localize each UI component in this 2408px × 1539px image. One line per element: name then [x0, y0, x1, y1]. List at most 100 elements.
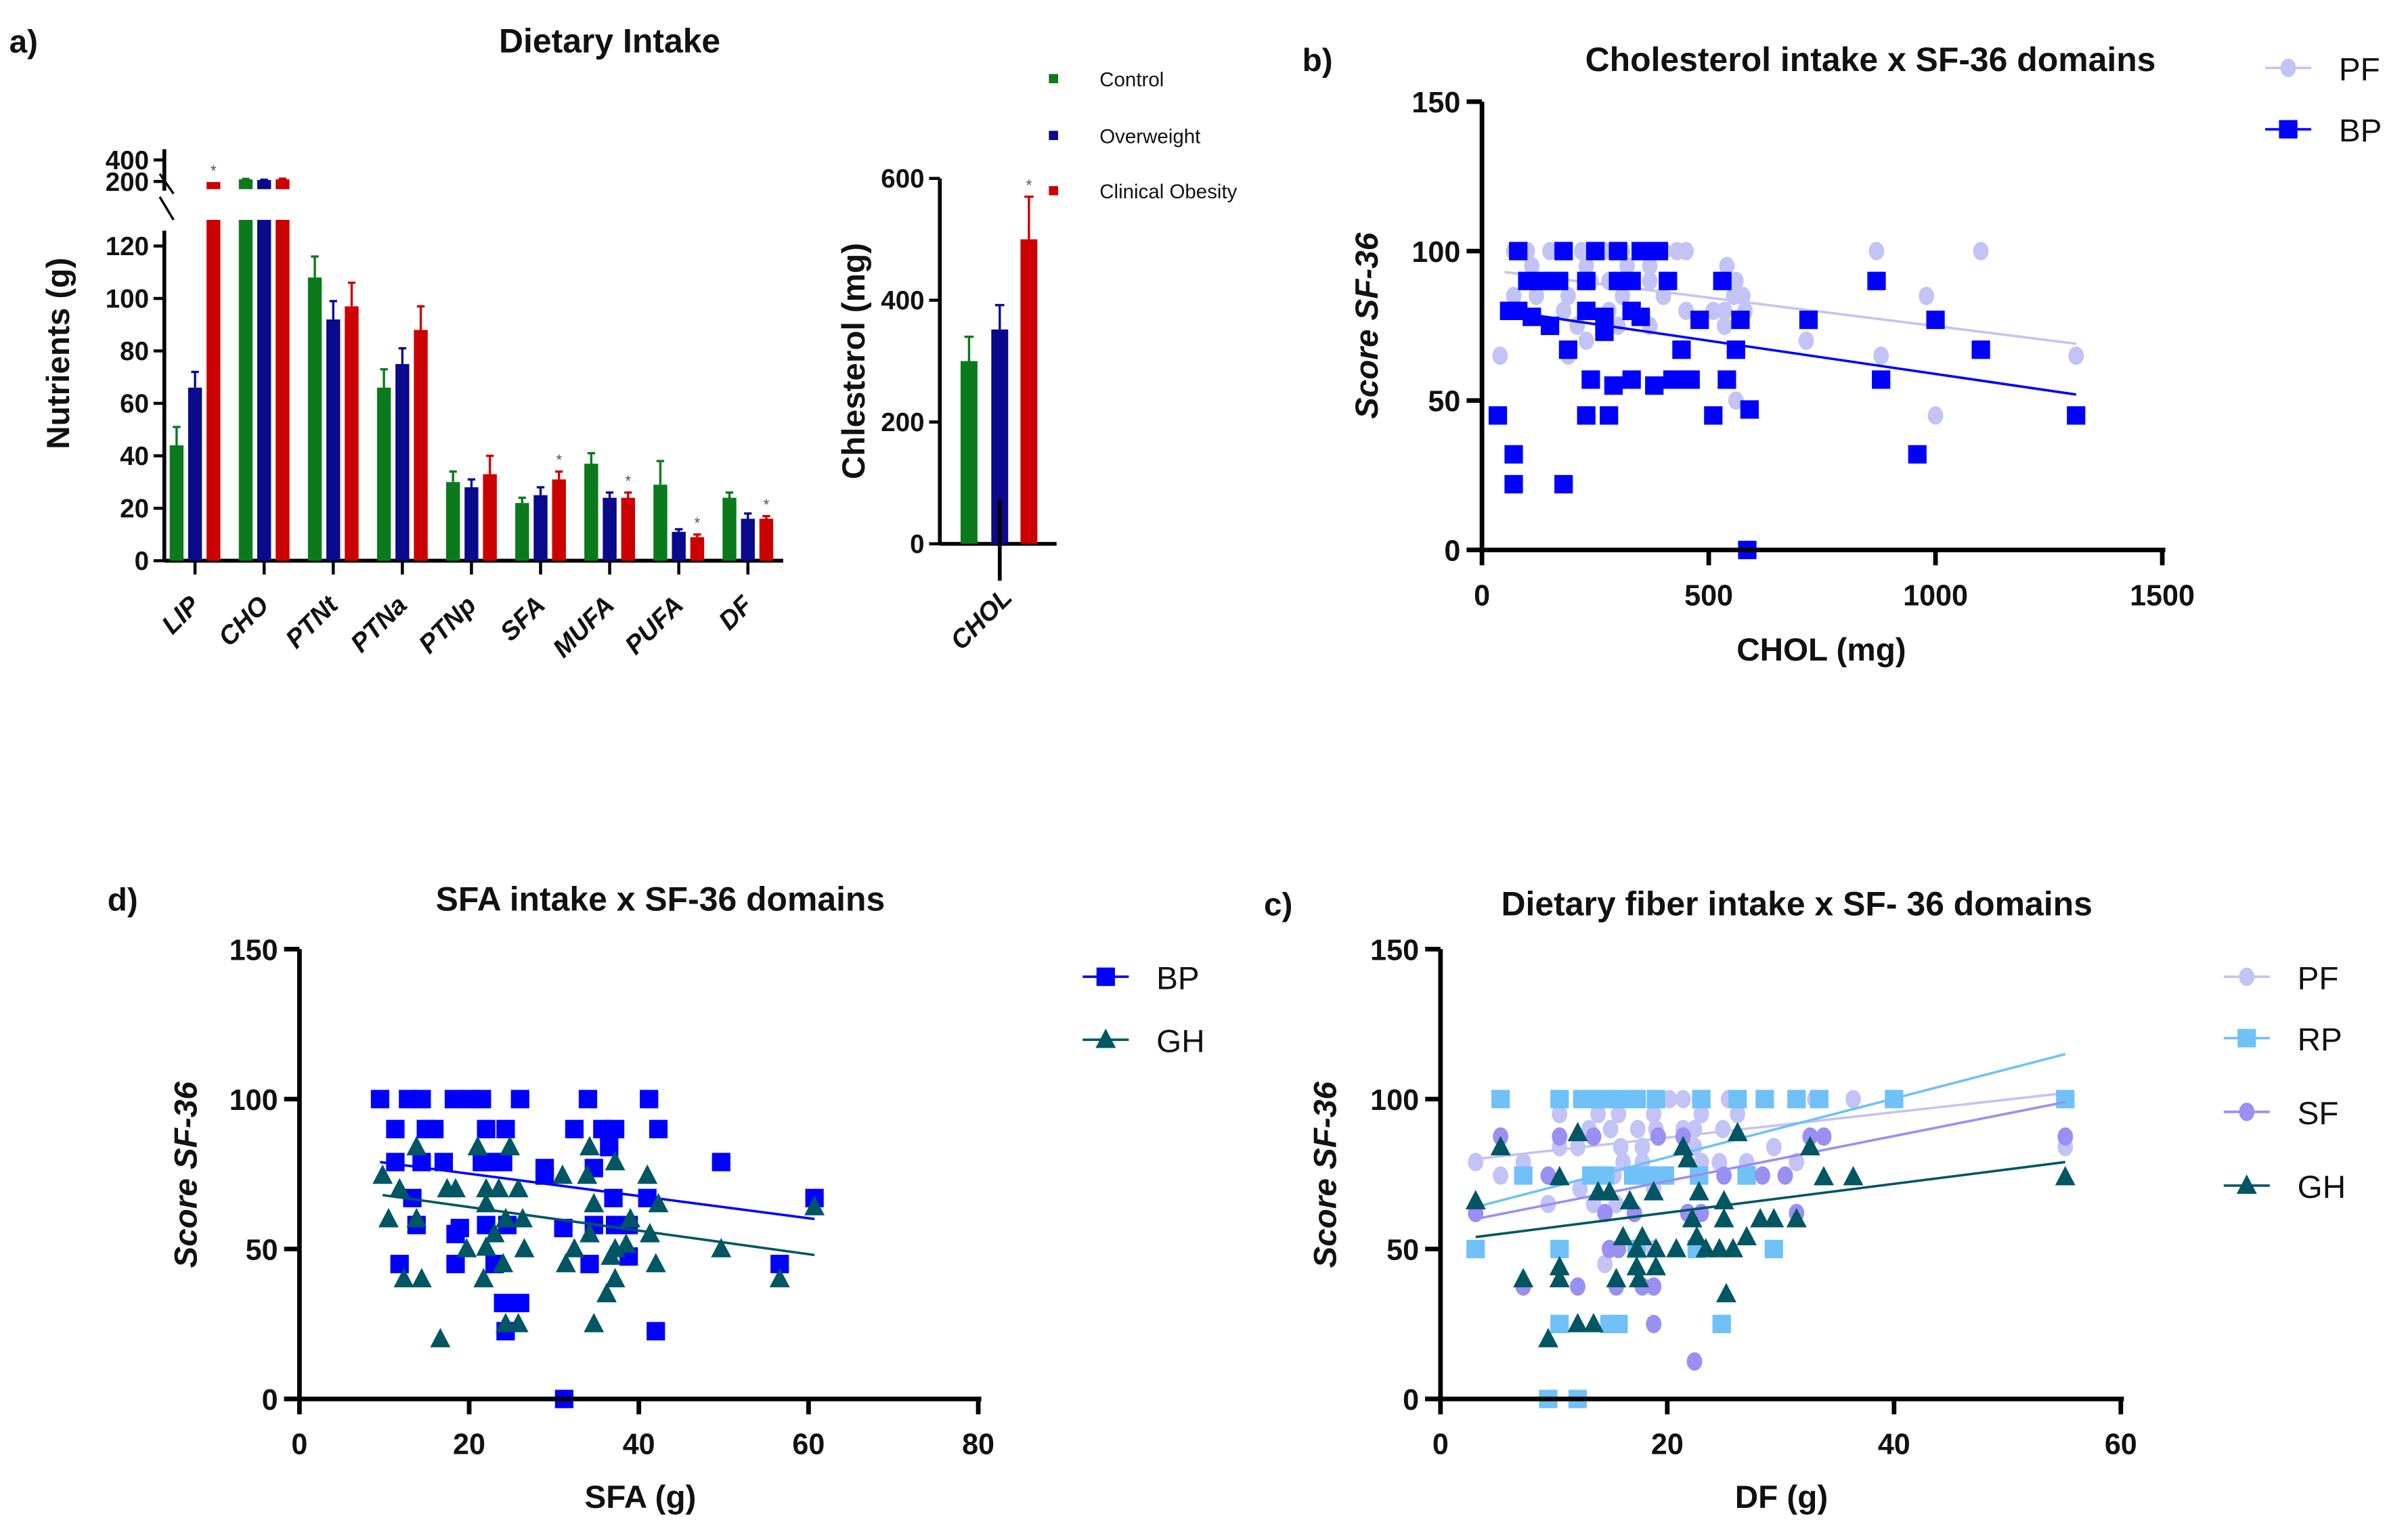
data-point — [1577, 301, 1596, 320]
data-point — [389, 1178, 410, 1198]
data-point — [1646, 1277, 1662, 1296]
legend-a: Control Overweight Clinical Obesity — [1049, 69, 1238, 203]
data-point — [1799, 1136, 1820, 1156]
bar-control — [169, 445, 184, 561]
data-point — [1692, 1090, 1711, 1109]
data-point — [512, 1207, 533, 1228]
data-point — [495, 1312, 516, 1333]
bar-upper-segment — [206, 181, 221, 189]
data-point — [1728, 1090, 1747, 1109]
data-point — [477, 1119, 496, 1138]
chart-title-b: Cholesterol intake x SF-36 domains — [1585, 41, 2156, 79]
chart-title-d: SFA intake x SF-36 domains — [436, 880, 885, 918]
data-point — [1642, 256, 1658, 275]
y-tick-label: 0 — [135, 547, 149, 576]
data-point — [456, 1238, 477, 1257]
x-tick-label: PTNa — [345, 590, 413, 658]
data-point — [445, 1178, 466, 1198]
legend-label: GH — [1156, 1023, 1204, 1059]
x-tick-label: 0 — [1432, 1429, 1449, 1461]
legend-item-bp: BP — [2265, 113, 2382, 149]
data-point — [473, 1090, 491, 1109]
data-point — [1578, 331, 1594, 351]
legend-marker-triangle-icon — [2236, 1174, 2257, 1195]
data-point — [430, 1328, 451, 1347]
data-point — [434, 1153, 454, 1172]
data-point — [615, 1233, 636, 1253]
data-point — [1927, 406, 1944, 425]
data-point — [1610, 316, 1626, 336]
data-point — [1488, 406, 1508, 425]
data-point — [769, 1268, 790, 1288]
bar-control — [376, 387, 391, 561]
axis-break-mark — [158, 173, 175, 195]
legend-marker-square-icon — [2279, 120, 2298, 139]
legend-label: GH — [2298, 1169, 2346, 1205]
data-point — [1513, 1268, 1534, 1288]
data-point — [1971, 340, 1990, 359]
y-axis-label-a: Nutrients (g) — [41, 258, 76, 449]
data-point — [496, 1119, 515, 1138]
y-tick-label: 400 — [106, 146, 149, 175]
data-point — [1583, 1312, 1604, 1333]
y-tick-label: 0 — [1444, 535, 1460, 567]
data-point — [1642, 271, 1658, 290]
data-point — [493, 1253, 514, 1272]
x-tick-label: PTNt — [280, 589, 345, 654]
scatter-chart-c: 0 50 100 150 0 20 40 60 PF RP SF GH — [1370, 934, 2346, 1460]
legend-label: Clinical Obesity — [1099, 181, 1237, 203]
data-point — [1552, 1127, 1568, 1146]
series-gh — [1465, 1121, 2076, 1347]
data-point — [370, 1090, 390, 1109]
trend-line-gh — [382, 1193, 815, 1257]
data-point — [2056, 1090, 2075, 1109]
x-tick-label: 20 — [1651, 1429, 1684, 1461]
data-point — [2067, 406, 2086, 425]
y-tick-label: 100 — [229, 1084, 278, 1117]
y-tick-label: 20 — [120, 495, 149, 524]
bar-clinical-obesity — [483, 474, 497, 561]
data-point — [1764, 1239, 1783, 1259]
data-point — [378, 1207, 399, 1228]
bar-clinical-obesity — [345, 306, 359, 561]
data-point — [1799, 310, 1818, 330]
x-tick-label: 80 — [962, 1429, 994, 1461]
data-point — [1606, 1268, 1627, 1288]
data-point — [1690, 310, 1709, 330]
panel-d: d) SFA intake x SF-36 domains SFA (g) Sc… — [108, 880, 1205, 1515]
legend-marker-circle-icon — [2239, 967, 2255, 986]
data-point — [411, 1268, 432, 1288]
data-point — [578, 1090, 598, 1109]
x-axis-label-d: SFA (g) — [585, 1479, 697, 1515]
panel-c: c) Dietary fiber intake x SF- 36 domains… — [1264, 885, 2346, 1516]
legend-marker-circle-icon — [2280, 58, 2296, 77]
data-point — [1574, 242, 1590, 261]
data-point — [500, 1136, 521, 1156]
data-point — [1645, 376, 1664, 395]
data-point — [1717, 301, 1732, 320]
panel-label-b: b) — [1302, 43, 1333, 79]
y-tick-label: 50 — [1428, 386, 1460, 418]
data-point — [1626, 1238, 1647, 1257]
data-point — [1509, 242, 1528, 261]
data-point — [649, 1119, 668, 1138]
data-point — [467, 1136, 488, 1156]
data-point — [1609, 1314, 1628, 1333]
y-tick-label: 0 — [910, 530, 924, 559]
scatter-chart-d: 0 50 100 150 0 20 40 60 80 BP GH — [229, 934, 1205, 1460]
chart-title-c: Dietary fiber intake x SF- 36 domains — [1501, 885, 2092, 923]
data-point — [620, 1207, 641, 1228]
data-point — [596, 1282, 617, 1303]
data-point — [446, 1224, 465, 1243]
y-tick-label: 0 — [262, 1384, 278, 1417]
legend-label: Control — [1099, 69, 1164, 91]
x-axis-label-c: DF (g) — [1735, 1479, 1829, 1515]
data-point — [1727, 1121, 1748, 1142]
data-point — [1631, 307, 1650, 326]
legend-marker-circle-icon — [2239, 1102, 2255, 1121]
data-point — [1764, 1207, 1785, 1228]
data-point — [1619, 256, 1635, 275]
legend-label: SF — [2298, 1096, 2339, 1132]
bar-overweight — [188, 387, 202, 561]
data-point — [1542, 242, 1558, 261]
